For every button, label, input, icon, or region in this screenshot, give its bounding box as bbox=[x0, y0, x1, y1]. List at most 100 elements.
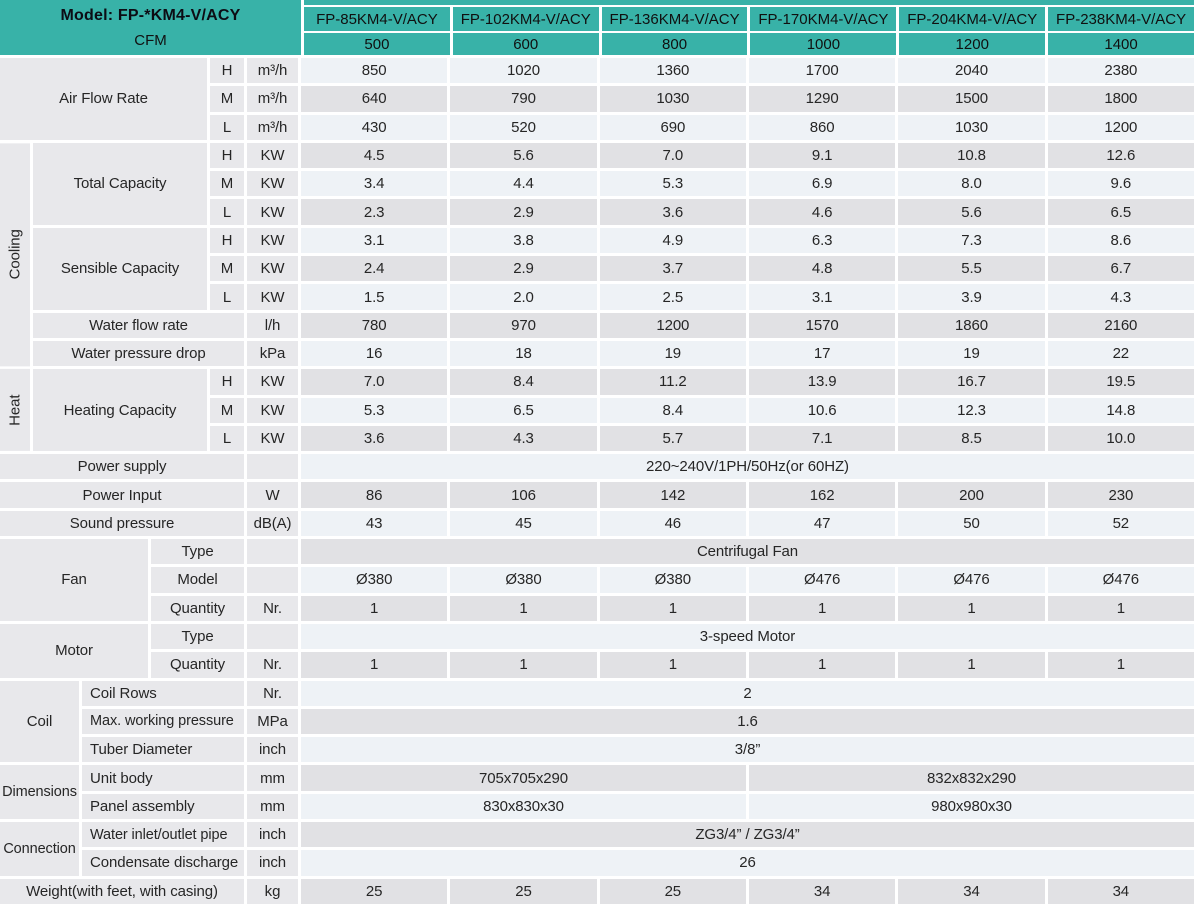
value-cell: 200 bbox=[898, 482, 1045, 508]
unit-label: KW bbox=[247, 142, 298, 169]
value-cell: 2.3 bbox=[301, 199, 448, 225]
cfm-value: 800 bbox=[601, 33, 748, 55]
value-cell: 4.6 bbox=[748, 199, 896, 225]
value-cell: 5.3 bbox=[301, 397, 448, 423]
water-pipe-value: ZG3/4” / ZG3/4” bbox=[301, 822, 1194, 848]
unit-label: mm bbox=[247, 765, 298, 791]
unit-label: KW bbox=[247, 397, 298, 423]
value-cell: 7.0 bbox=[301, 369, 448, 395]
table-header: Model: FP-*KM4-V/ACY CFM FP-85KM4-V/ACY … bbox=[0, 0, 1194, 55]
value-cell: 5.7 bbox=[599, 425, 746, 452]
value-cell: 1 bbox=[898, 595, 1045, 621]
value-cell: 520 bbox=[450, 114, 597, 140]
cooling-category: Cooling bbox=[0, 142, 30, 367]
unit-label: mm bbox=[247, 793, 298, 820]
model-header-block: Model: FP-*KM4-V/ACY CFM bbox=[0, 0, 301, 55]
value-cell: 10.8 bbox=[898, 142, 1045, 169]
value-cell: 18 bbox=[450, 340, 597, 367]
value-cell: 47 bbox=[748, 510, 896, 537]
unit-label: Nr. bbox=[247, 595, 298, 621]
fan-model-label: Model bbox=[151, 567, 244, 593]
unit-label: m³/h bbox=[247, 58, 298, 84]
value-cell: 34 bbox=[1047, 878, 1194, 904]
unit-body-value-left: 705x705x290 bbox=[301, 765, 746, 791]
value-cell: 1700 bbox=[748, 58, 896, 84]
speed-label: L bbox=[210, 425, 244, 452]
water-flow-label: Water flow rate bbox=[33, 312, 244, 338]
value-cell: 86 bbox=[301, 482, 448, 508]
value-cell: 106 bbox=[450, 482, 597, 508]
value-cell: Ø476 bbox=[748, 567, 896, 593]
value-cell: 230 bbox=[1047, 482, 1194, 508]
cfm-label: CFM bbox=[134, 32, 167, 50]
value-cell: 1 bbox=[898, 652, 1045, 678]
value-cell: 8.0 bbox=[898, 171, 1045, 197]
motor-type-value: 3-speed Motor bbox=[301, 623, 1194, 650]
motor-label: Motor bbox=[0, 623, 148, 678]
value-cell: 1 bbox=[301, 595, 448, 621]
value-cell: 4.4 bbox=[450, 171, 597, 197]
value-cell: 7.3 bbox=[898, 227, 1045, 254]
water-pipe-label: Water inlet/outlet pipe bbox=[82, 822, 244, 848]
unit-label: l/h bbox=[247, 312, 298, 338]
value-cell: 9.1 bbox=[748, 142, 896, 169]
value-cell: 17 bbox=[748, 340, 896, 367]
value-cell: 2.0 bbox=[450, 284, 597, 310]
unit-label: KW bbox=[247, 369, 298, 395]
value-cell: 1030 bbox=[898, 114, 1045, 140]
value-cell: 52 bbox=[1047, 510, 1194, 537]
value-cell: 1200 bbox=[599, 312, 746, 338]
value-cell: 9.6 bbox=[1047, 171, 1194, 197]
value-cell: 22 bbox=[1047, 340, 1194, 367]
airflow-label: Air Flow Rate bbox=[0, 58, 207, 140]
value-cell: Ø380 bbox=[599, 567, 746, 593]
value-cell: 25 bbox=[450, 878, 597, 904]
tube-diameter-label: Tuber Diameter bbox=[82, 737, 244, 763]
value-cell: 4.5 bbox=[301, 142, 448, 169]
cfm-value: 1200 bbox=[899, 33, 1046, 55]
water-drop-label: Water pressure drop bbox=[33, 340, 244, 367]
unit-label: dB(A) bbox=[247, 510, 298, 537]
value-cell: 790 bbox=[450, 86, 597, 112]
value-cell: 640 bbox=[301, 86, 448, 112]
speed-label: L bbox=[210, 284, 244, 310]
column-header: FP-136KM4-V/ACY bbox=[601, 7, 748, 31]
cfm-value: 1400 bbox=[1048, 33, 1194, 55]
value-cell: 1 bbox=[1047, 595, 1194, 621]
table-body: Air Flow Rate H m³/h 850 1020 1360 1700 … bbox=[0, 58, 1194, 904]
coil-rows-value: 2 bbox=[301, 680, 1194, 706]
value-cell: 43 bbox=[301, 510, 448, 537]
value-cell: 3.7 bbox=[599, 256, 746, 282]
value-cell: 13.9 bbox=[748, 369, 896, 395]
unit-label: KW bbox=[247, 199, 298, 225]
value-cell: 2.5 bbox=[599, 284, 746, 310]
speed-label: H bbox=[210, 369, 244, 395]
condensate-label: Condensate discharge bbox=[82, 850, 244, 876]
coil-category: Coil bbox=[0, 680, 79, 763]
value-cell: 4.8 bbox=[748, 256, 896, 282]
unit-label bbox=[247, 539, 298, 565]
value-cell: 780 bbox=[301, 312, 448, 338]
unit-label: Nr. bbox=[247, 652, 298, 678]
value-cell: 1290 bbox=[748, 86, 896, 112]
speed-label: M bbox=[210, 397, 244, 423]
value-cell: 1.5 bbox=[301, 284, 448, 310]
value-cell: 19 bbox=[898, 340, 1045, 367]
value-cell: Ø476 bbox=[1047, 567, 1194, 593]
value-cell: 2.9 bbox=[450, 199, 597, 225]
value-cell: 19 bbox=[599, 340, 746, 367]
value-cell: 7.0 bbox=[599, 142, 746, 169]
value-cell: 1500 bbox=[898, 86, 1045, 112]
unit-label: KW bbox=[247, 284, 298, 310]
value-cell: 8.5 bbox=[898, 425, 1045, 452]
unit-label: inch bbox=[247, 737, 298, 763]
value-cell: 6.5 bbox=[1047, 199, 1194, 225]
unit-label: KW bbox=[247, 171, 298, 197]
value-cell: 4.9 bbox=[599, 227, 746, 254]
value-cell: 1570 bbox=[748, 312, 896, 338]
value-cell: 1 bbox=[599, 595, 746, 621]
fan-type-label: Type bbox=[151, 539, 244, 565]
cfm-value: 600 bbox=[452, 33, 599, 55]
unit-label bbox=[247, 567, 298, 593]
